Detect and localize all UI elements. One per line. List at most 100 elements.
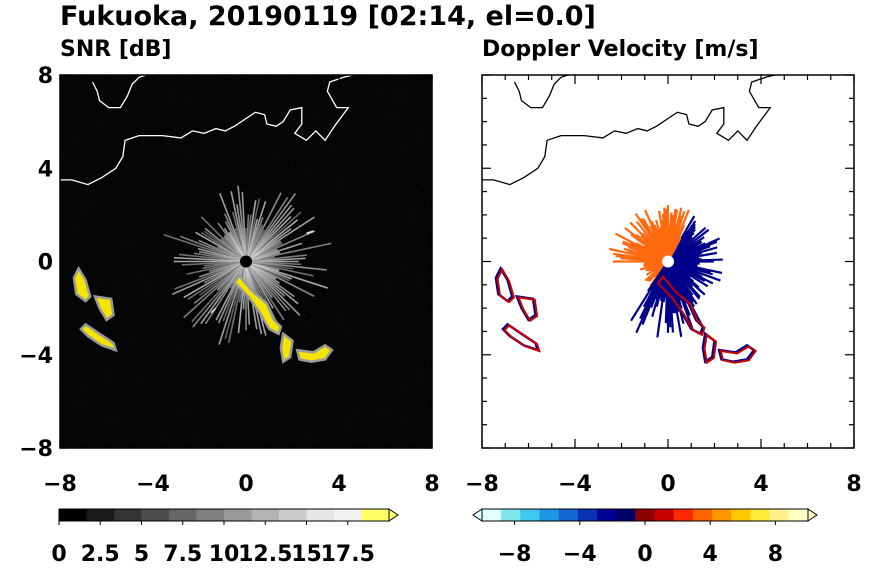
noise-speckle	[241, 371, 243, 373]
noise-speckle	[317, 137, 319, 139]
noise-speckle	[169, 318, 171, 320]
noise-speckle	[308, 294, 310, 296]
noise-speckle	[60, 187, 62, 189]
noise-speckle	[218, 326, 220, 328]
noise-speckle	[171, 384, 173, 386]
noise-speckle	[404, 423, 406, 425]
colorbar-segment	[169, 509, 197, 521]
noise-speckle	[83, 178, 85, 180]
noise-speckle	[181, 400, 183, 402]
noise-speckle	[423, 283, 425, 285]
noise-speckle	[139, 144, 141, 146]
noise-speckle	[339, 341, 341, 343]
noise-speckle	[219, 421, 221, 423]
noise-speckle	[92, 199, 94, 201]
noise-speckle	[130, 259, 132, 261]
noise-speckle	[150, 102, 152, 104]
noise-speckle	[424, 280, 426, 282]
noise-speckle	[396, 177, 398, 179]
noise-speckle	[336, 157, 338, 159]
noise-speckle	[169, 291, 171, 293]
noise-speckle	[317, 105, 319, 107]
noise-speckle	[372, 307, 374, 309]
colorbar-extend-max	[388, 508, 399, 522]
noise-speckle	[201, 399, 203, 401]
noise-speckle	[284, 432, 286, 434]
noise-speckle	[231, 154, 233, 156]
noise-speckle	[81, 115, 83, 117]
noise-speckle	[164, 439, 166, 441]
y-tick-label: −8	[19, 437, 53, 462]
noise-speckle	[424, 266, 426, 268]
x-tick-label: 0	[238, 472, 253, 497]
colorbar-segment	[114, 509, 142, 521]
noise-speckle	[188, 382, 190, 384]
echo-region	[279, 331, 294, 364]
noise-speckle	[172, 186, 174, 188]
colorbar-segment	[558, 509, 579, 521]
noise-speckle	[396, 126, 398, 128]
noise-speckle	[273, 88, 275, 90]
noise-speckle	[90, 320, 92, 322]
noise-speckle	[77, 135, 79, 137]
noise-speckle	[200, 317, 202, 319]
noise-speckle	[413, 224, 415, 226]
noise-speckle	[298, 106, 300, 108]
x-tick-label: −8	[465, 472, 499, 497]
noise-speckle	[292, 166, 294, 168]
noise-speckle	[206, 120, 208, 122]
noise-speckle	[71, 401, 73, 403]
noise-speckle	[237, 408, 239, 410]
noise-speckle	[111, 415, 113, 417]
noise-speckle	[77, 174, 79, 176]
noise-speckle	[260, 416, 262, 418]
noise-speckle	[102, 429, 104, 431]
noise-speckle	[142, 123, 144, 125]
noise-speckle	[184, 351, 186, 353]
noise-speckle	[130, 325, 132, 327]
noise-speckle	[93, 167, 95, 169]
noise-speckle	[104, 443, 106, 445]
noise-speckle	[371, 184, 373, 186]
noise-speckle	[261, 430, 263, 432]
noise-speckle	[321, 401, 323, 403]
noise-speckle	[212, 379, 214, 381]
noise-speckle	[182, 90, 184, 92]
noise-speckle	[221, 149, 223, 151]
coastline-island	[92, 75, 147, 109]
noise-speckle	[143, 403, 145, 405]
noise-speckle	[219, 211, 221, 213]
noise-speckle	[98, 344, 100, 346]
noise-speckle	[214, 150, 216, 152]
x-tick-label: 8	[424, 472, 439, 497]
noise-speckle	[370, 211, 372, 213]
noise-speckle	[300, 437, 302, 439]
x-tick-label: 4	[331, 472, 346, 497]
noise-speckle	[382, 186, 384, 188]
noise-speckle	[249, 360, 251, 362]
noise-speckle	[403, 87, 405, 89]
noise-speckle	[329, 302, 331, 304]
noise-speckle	[231, 210, 233, 212]
noise-speckle	[79, 225, 81, 227]
noise-speckle	[220, 432, 222, 434]
noise-speckle	[313, 239, 315, 241]
colorbar-segment	[279, 509, 307, 521]
noise-speckle	[403, 263, 405, 265]
noise-speckle	[70, 384, 72, 386]
colorbar-segment	[654, 509, 675, 521]
noise-speckle	[81, 132, 83, 134]
colorbar-segment	[692, 509, 713, 521]
noise-speckle	[424, 405, 426, 407]
x-tick-label: 0	[660, 472, 675, 497]
noise-speckle	[394, 430, 396, 432]
noise-speckle	[157, 400, 159, 402]
noise-speckle	[197, 140, 199, 142]
noise-speckle	[232, 393, 234, 395]
noise-speckle	[258, 359, 260, 361]
noise-speckle	[400, 432, 402, 434]
noise-speckle	[369, 104, 371, 106]
noise-speckle	[270, 217, 272, 219]
noise-speckle	[429, 350, 431, 352]
